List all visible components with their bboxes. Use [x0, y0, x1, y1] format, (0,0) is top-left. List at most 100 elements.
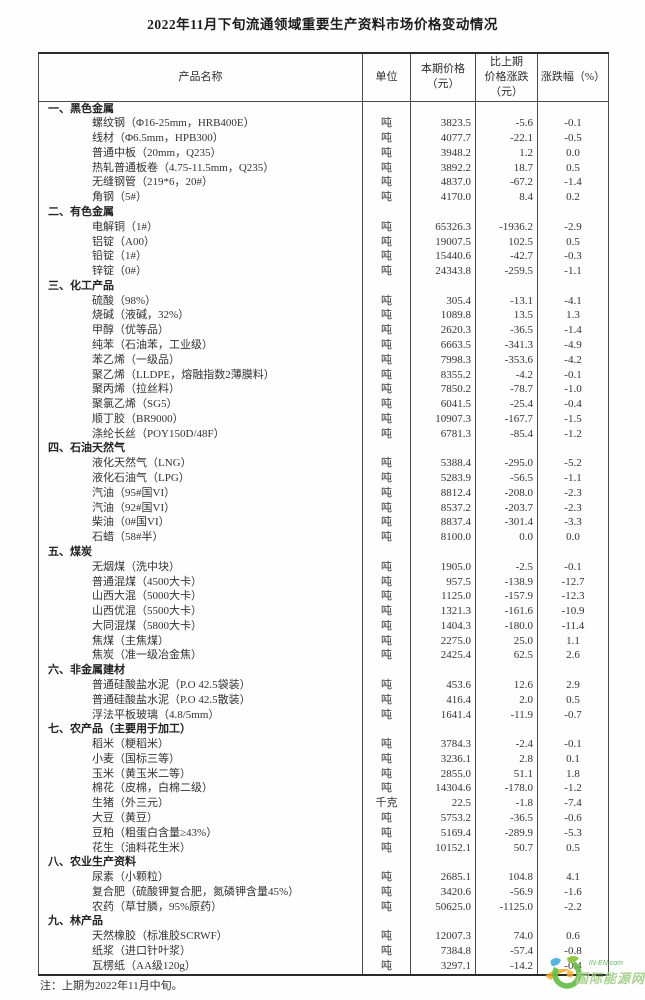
unit-cell: 吨	[362, 456, 411, 472]
watermark: IN-EN.com 国际能源网	[537, 946, 645, 998]
table-row: 复合肥（硫酸钾复合肥，氮磷钾含量45%）吨 3420.6 -56.9 -1.6	[38, 884, 609, 900]
price-cell	[410, 855, 476, 871]
unit-cell: 吨	[362, 471, 411, 486]
pct-cell: -4.9	[537, 338, 609, 353]
header-change: 比上期 价格涨跌 （元）	[475, 53, 538, 102]
price-cell: 24343.8	[410, 264, 476, 279]
table-body: 一、黑色金属 螺纹钢（Φ16-25mm，HRB400E）吨 3823.5 -5.6 -0…	[38, 101, 609, 975]
change-cell: 74.0	[475, 929, 538, 945]
change-cell: 8.4	[475, 190, 538, 205]
pct-cell: 1.1	[537, 633, 609, 649]
change-cell: -11.9	[475, 707, 538, 723]
pct-cell: -11.4	[537, 618, 609, 634]
unit-cell: 吨	[362, 338, 411, 353]
pct-cell: -0.7	[537, 707, 609, 723]
pct-cell: -12.7	[537, 574, 609, 590]
section-row: 六、非金属建材	[38, 663, 609, 678]
pct-cell: -0.1	[537, 116, 609, 132]
change-cell: -85.4	[475, 426, 538, 442]
unit-cell: 吨	[362, 766, 411, 782]
name-cell: 铝锭（A00）	[38, 234, 363, 250]
change-cell: -178.0	[475, 781, 538, 797]
table-row: 烧碱（液碱，32%）吨 1089.8 13.5 1.3	[38, 308, 609, 324]
name-cell: 大同混煤（5800大卡）	[38, 618, 363, 634]
unit-cell: 吨	[362, 530, 411, 545]
unit-cell: 吨	[362, 899, 411, 915]
change-cell: 18.7	[475, 160, 538, 176]
price-cell: 305.4	[410, 293, 476, 309]
pct-cell: -4.2	[537, 352, 609, 368]
name-cell: 无缝钢管（219*6，20#）	[38, 175, 363, 191]
price-cell: 3420.6	[410, 884, 476, 900]
change-cell: 13.5	[475, 308, 538, 324]
pct-cell: -0.8	[537, 944, 609, 959]
change-cell: 2.0	[475, 692, 538, 708]
pct-cell: -1.2	[537, 426, 609, 442]
price-cell: 2620.3	[410, 323, 476, 338]
change-cell: 0.0	[475, 530, 538, 545]
name-cell: 铅锭（1#）	[38, 249, 363, 265]
change-cell	[475, 544, 538, 560]
section-title-cell: 一、黑色金属	[38, 101, 363, 117]
name-cell: 尿素（小颗粒）	[38, 870, 363, 885]
name-cell: 豆粕（粗蛋白含量≥43%）	[38, 825, 363, 841]
unit-cell: 吨	[362, 397, 411, 412]
pct-cell: 0.2	[537, 190, 609, 205]
change-cell: -289.9	[475, 825, 538, 841]
table-row: 棉花（皮棉，白棉二级）吨 14304.6 -178.0 -1.2	[38, 781, 609, 797]
change-cell	[475, 101, 538, 117]
table-row: 聚氯乙烯（SG5）吨 6041.5 -25.4 -0.4	[38, 397, 609, 412]
unit-cell: 吨	[362, 175, 411, 191]
pct-cell: 2.9	[537, 677, 609, 693]
price-cell: 6663.5	[410, 338, 476, 353]
change-cell: -301.4	[475, 515, 538, 531]
unit-cell: 吨	[362, 574, 411, 590]
table-row: 普通硅酸盐水泥（P.O 42.5袋装）吨 453.6 12.6 2.9	[38, 677, 609, 693]
price-cell: 4077.7	[410, 131, 476, 146]
change-cell: 104.8	[475, 870, 538, 885]
unit-cell: 吨	[362, 190, 411, 205]
table-row: 汽油（95#国VI）吨 8812.4 -208.0 -2.3	[38, 485, 609, 501]
pct-cell: -0.3	[537, 249, 609, 265]
table-row: 顺丁胶（BR9000）吨 10907.3 -167.7 -1.5	[38, 411, 609, 427]
name-cell: 热轧普通板卷（4.75-11.5mm，Q235）	[38, 160, 363, 176]
price-cell: 4837.0	[410, 175, 476, 191]
pct-cell	[537, 544, 609, 560]
table-row: 普通硅酸盐水泥（P.O 42.5散装）吨 416.4 2.0 0.5	[38, 692, 609, 708]
header-unit: 单位	[362, 53, 411, 102]
unit-cell: 吨	[362, 219, 411, 235]
section-row: 三、化工产品	[38, 278, 609, 294]
table-row: 山西优混（5500大卡）吨 1321.3 -161.6 -10.9	[38, 604, 609, 619]
price-cell: 8537.2	[410, 500, 476, 516]
table-row: 普通中板（20mm，Q235）吨 3948.2 1.2 0.0	[38, 145, 609, 161]
pct-cell	[537, 855, 609, 871]
price-table: 产品名称 单位 本期价格 （元） 比上期 价格涨跌 （元） 涨跌幅（%） 一、黑…	[38, 52, 609, 976]
unit-cell: 吨	[362, 308, 411, 324]
change-cell: 25.0	[475, 633, 538, 649]
pct-cell: -12.3	[537, 589, 609, 605]
unit-cell: 吨	[362, 840, 411, 856]
name-cell: 山西优混（5500大卡）	[38, 604, 363, 619]
table-row: 大同混煤（5800大卡）吨 1404.3 -180.0 -11.4	[38, 618, 609, 634]
header-pct: 涨跌幅（%）	[537, 53, 609, 102]
name-cell: 石蜡（58#半）	[38, 530, 363, 545]
name-cell: 花生（油料花生米）	[38, 840, 363, 856]
section-row: 一、黑色金属	[38, 101, 609, 117]
table-row: 焦炭（准一级冶金焦）吨 2425.4 62.5 2.6	[38, 648, 609, 664]
unit-cell	[362, 544, 411, 560]
section-title-cell: 七、农产品（主要用于加工）	[38, 722, 363, 738]
unit-cell: 吨	[362, 944, 411, 959]
table-row: 涤纶长丝（POY150D/48F）吨 6781.3 -85.4 -1.2	[38, 426, 609, 442]
header-row: 产品名称 单位 本期价格 （元） 比上期 价格涨跌 （元） 涨跌幅（%）	[38, 53, 609, 102]
pct-cell: 0.5	[537, 840, 609, 856]
section-row: 四、石油天然气	[38, 441, 609, 457]
name-cell: 锌锭（0#）	[38, 264, 363, 279]
name-cell: 大豆（黄豆）	[38, 811, 363, 826]
unit-cell: 吨	[362, 485, 411, 501]
change-cell: -25.4	[475, 397, 538, 412]
pct-cell: -5.3	[537, 825, 609, 841]
unit-cell: 吨	[362, 751, 411, 767]
price-cell	[410, 663, 476, 678]
unit-cell: 吨	[362, 884, 411, 900]
change-cell: -341.3	[475, 338, 538, 353]
